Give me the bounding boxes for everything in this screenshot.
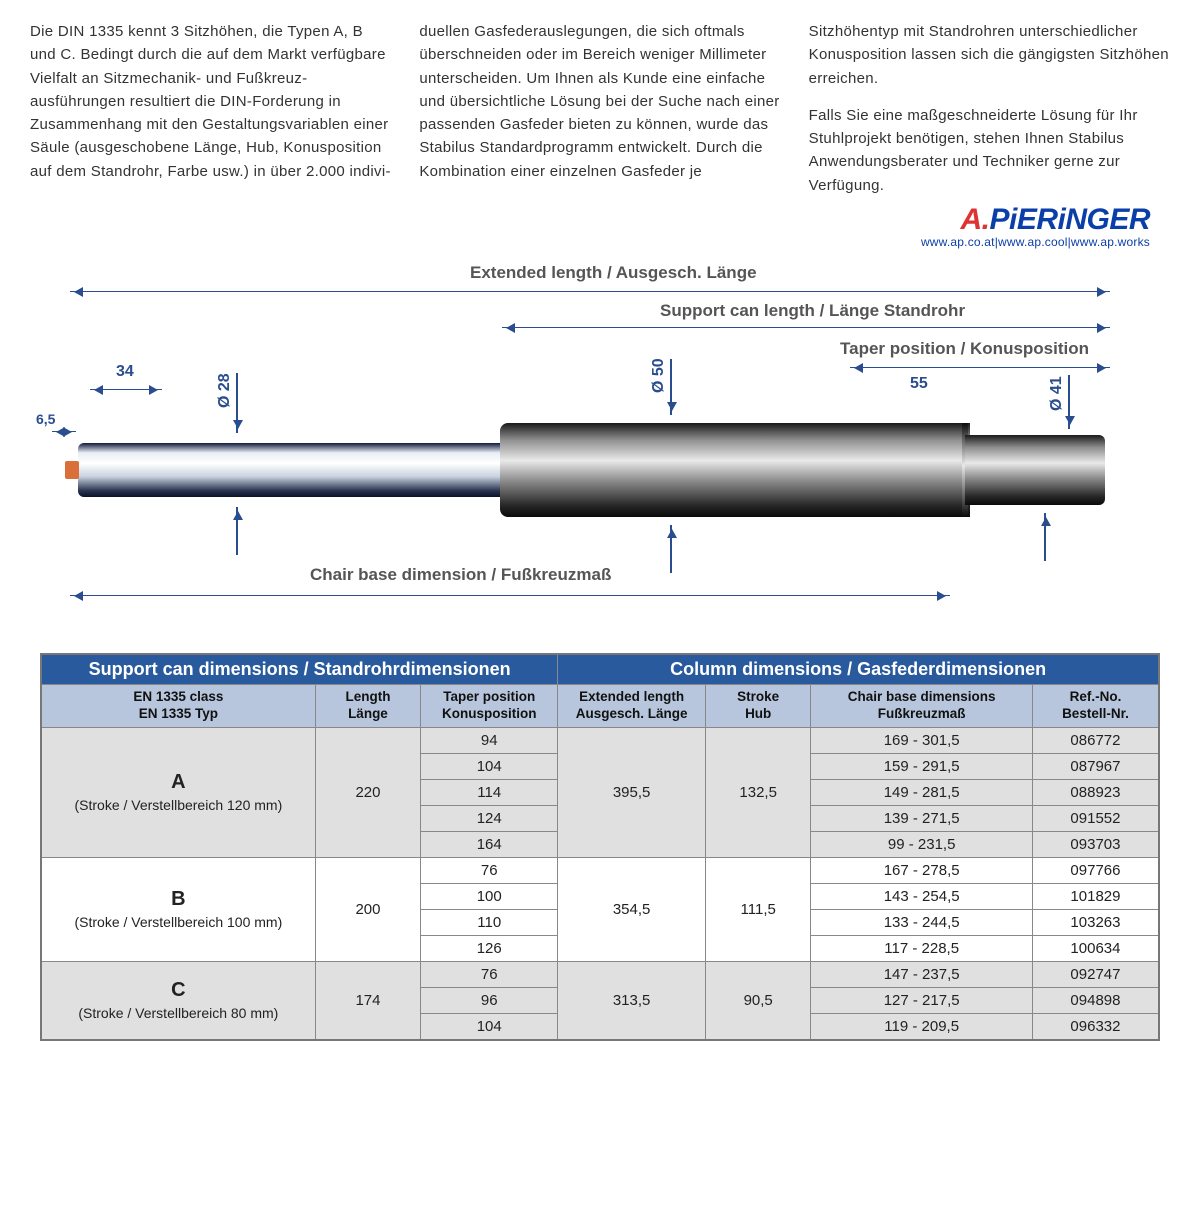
brand-logo: A.PiERiNGER www.ap.co.at|www.ap.cool|www… — [30, 203, 1150, 249]
cell-chairbase: 133 - 244,5 — [811, 909, 1032, 935]
cell-ref: 096332 — [1032, 1013, 1159, 1040]
cell-stroke: 90,5 — [705, 961, 810, 1040]
cell-ref: 086772 — [1032, 727, 1159, 753]
cell-chairbase: 127 - 217,5 — [811, 987, 1032, 1013]
cell-chairbase: 117 - 228,5 — [811, 935, 1032, 961]
cell-chairbase: 143 - 254,5 — [811, 883, 1032, 909]
cell-chairbase: 149 - 281,5 — [811, 779, 1032, 805]
label-support: Support can length / Länge Standrohr — [660, 301, 965, 321]
marker-d50-down — [670, 359, 672, 415]
col-ref: Ref.-No.Bestell-Nr. — [1032, 684, 1159, 727]
cell-taper: 164 — [421, 831, 558, 857]
cell-ref: 103263 — [1032, 909, 1159, 935]
arrow-34 — [90, 389, 162, 390]
arrow-extended — [70, 291, 1110, 292]
dim-55: 55 — [910, 375, 928, 393]
cell-class: C(Stroke / Verstellbereich 80 mm) — [41, 961, 315, 1040]
cell-class: A(Stroke / Verstellbereich 120 mm) — [41, 727, 315, 857]
diagram-taper — [965, 435, 1105, 505]
cell-ref: 088923 — [1032, 779, 1159, 805]
cell-taper: 104 — [421, 1013, 558, 1040]
cell-chairbase: 99 - 231,5 — [811, 831, 1032, 857]
head-column: Column dimensions / Gasfederdimensionen — [558, 654, 1159, 685]
col-ext: Extended lengthAusgesch. Länge — [558, 684, 706, 727]
cell-length: 174 — [315, 961, 420, 1040]
intro-p2: Falls Sie eine maßgeschneiderte Lö­sung … — [809, 104, 1170, 197]
cell-taper: 114 — [421, 779, 558, 805]
dim-d41: Ø 41 — [1048, 376, 1066, 411]
cell-extended: 354,5 — [558, 857, 706, 961]
cell-ref: 092747 — [1032, 961, 1159, 987]
marker-d50-up — [670, 525, 672, 573]
dim-d28: Ø 28 — [216, 373, 234, 408]
cell-ref: 087967 — [1032, 753, 1159, 779]
marker-d41-up — [1044, 513, 1046, 561]
col-class: EN 1335 classEN 1335 Typ — [41, 684, 315, 727]
cell-ref: 100634 — [1032, 935, 1159, 961]
dim-d50: Ø 50 — [650, 358, 668, 393]
marker-d28-down — [236, 373, 238, 433]
cell-stroke: 111,5 — [705, 857, 810, 961]
cell-taper: 94 — [421, 727, 558, 753]
brand-urls: www.ap.co.at|www.ap.cool|www.ap.works — [30, 235, 1150, 249]
cell-taper: 110 — [421, 909, 558, 935]
brand-name: A.PiERiNGER — [30, 203, 1150, 237]
cell-length: 220 — [315, 727, 420, 857]
cell-length: 200 — [315, 857, 420, 961]
cell-taper: 126 — [421, 935, 558, 961]
arrow-65 — [52, 431, 76, 432]
spec-table: Support can dimensions / Standrohrdimens… — [40, 653, 1160, 1041]
cell-chairbase: 147 - 237,5 — [811, 961, 1032, 987]
col-taper: Taper positionKonusposition — [421, 684, 558, 727]
cell-taper: 124 — [421, 805, 558, 831]
diagram-rod — [78, 443, 508, 497]
head-support: Support can dimensions / Standrohrdimens… — [41, 654, 558, 685]
table-row: C(Stroke / Verstellbereich 80 mm)1747631… — [41, 961, 1159, 987]
col-length: LengthLänge — [315, 684, 420, 727]
cell-class: B(Stroke / Verstellbereich 100 mm) — [41, 857, 315, 961]
cell-chairbase: 167 - 278,5 — [811, 857, 1032, 883]
table-row: B(Stroke / Verstellbereich 100 mm)200763… — [41, 857, 1159, 883]
cell-taper: 100 — [421, 883, 558, 909]
cell-extended: 313,5 — [558, 961, 706, 1040]
cell-ref: 101829 — [1032, 883, 1159, 909]
label-extended: Extended length / Ausgesch. Länge — [470, 263, 757, 283]
label-taper: Taper position / Konusposition — [840, 339, 1089, 359]
cell-chairbase: 119 - 209,5 — [811, 1013, 1032, 1040]
dim-65: 6,5 — [36, 411, 55, 427]
cell-chairbase: 139 - 271,5 — [811, 805, 1032, 831]
marker-d41-down — [1068, 375, 1070, 429]
table-row: A(Stroke / Verstellbereich 120 mm)220943… — [41, 727, 1159, 753]
gas-spring-diagram: Extended length / Ausgesch. Länge Suppor… — [40, 263, 1160, 623]
arrow-chairbase — [70, 595, 950, 596]
cell-chairbase: 169 - 301,5 — [811, 727, 1032, 753]
marker-d28-up — [236, 507, 238, 555]
arrow-taper — [850, 367, 1110, 368]
col-chairbase: Chair base dimensionsFußkreuzmaß — [811, 684, 1032, 727]
cell-ref: 094898 — [1032, 987, 1159, 1013]
cell-chairbase: 159 - 291,5 — [811, 753, 1032, 779]
cell-taper: 76 — [421, 961, 558, 987]
label-chairbase: Chair base dimension / Fußkreuzmaß — [310, 565, 611, 585]
cell-taper: 96 — [421, 987, 558, 1013]
dim-34: 34 — [116, 363, 134, 381]
col-stroke: StrokeHub — [705, 684, 810, 727]
diagram-barrel — [500, 423, 970, 517]
cell-taper: 104 — [421, 753, 558, 779]
cell-ref: 093703 — [1032, 831, 1159, 857]
cell-ref: 091552 — [1032, 805, 1159, 831]
intro-text: Die DIN 1335 kennt 3 Sitzhöhen, die Type… — [30, 20, 1170, 197]
cell-stroke: 132,5 — [705, 727, 810, 857]
diagram-tip — [65, 461, 79, 479]
cell-taper: 76 — [421, 857, 558, 883]
arrow-support — [502, 327, 1110, 328]
cell-ref: 097766 — [1032, 857, 1159, 883]
cell-extended: 395,5 — [558, 727, 706, 857]
